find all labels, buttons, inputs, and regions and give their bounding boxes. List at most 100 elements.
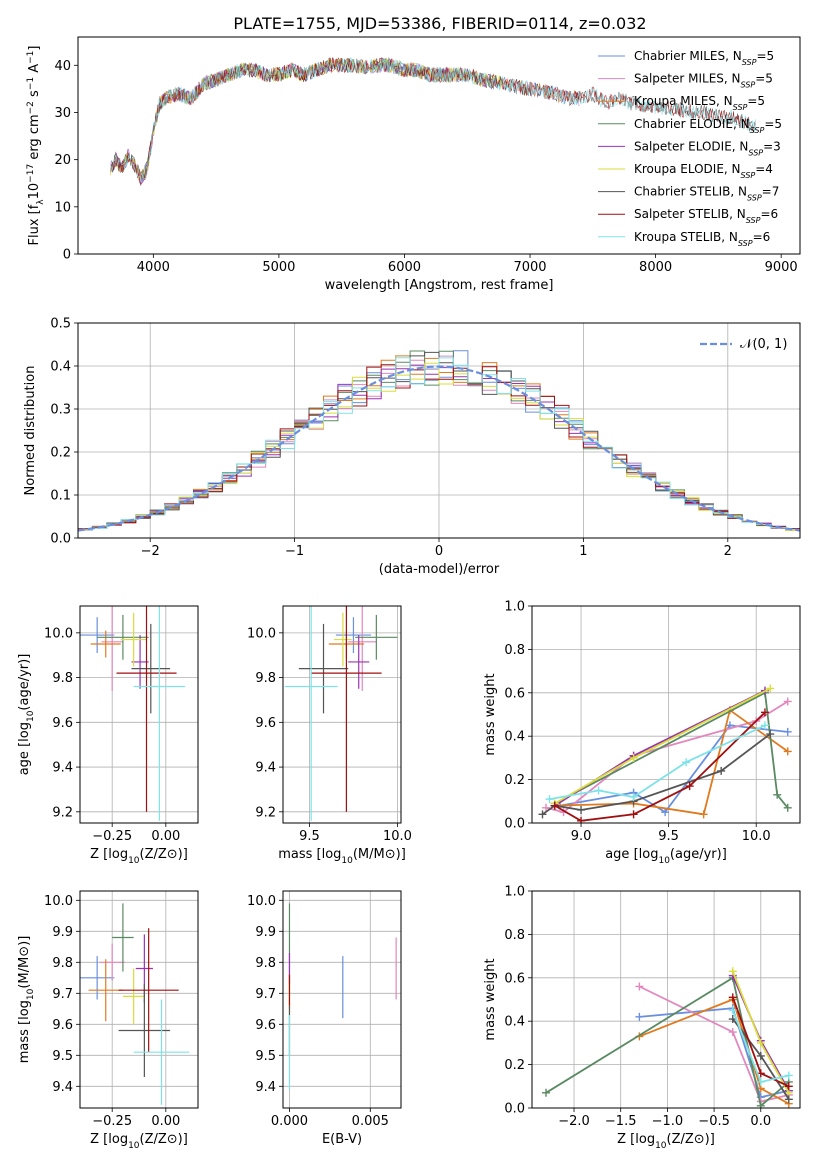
x-tick-label: 0.00 — [151, 829, 180, 844]
axes-mass-vs-Z: −0.25 0.00 9.4 9.5 9.6 9.7 9.8 9.9 10.0 Z [log10(… — [17, 890, 199, 1151]
y-axis-label: mass [log10(M/M⊙)] — [17, 936, 36, 1064]
weight-marker — [756, 1077, 765, 1086]
y-tick-label: 9.9 — [255, 925, 276, 940]
x-tick-label: 0.00 — [151, 1114, 180, 1129]
spectrum-line — [110, 57, 756, 184]
y-tick-label: 0.8 — [504, 928, 525, 943]
x-axis-label: Z [log10(Z/Z⊙)] — [617, 1132, 715, 1151]
y-tick-label: 40 — [54, 59, 71, 74]
x-tick-label: 9.5 — [299, 829, 320, 844]
plot-area-spectrum — [110, 56, 756, 187]
plot-area-weight-vs-Z — [542, 967, 793, 1108]
x-tick-label: 0.0 — [750, 1114, 771, 1129]
y-tick-label: 9.8 — [255, 956, 276, 971]
y-tick-label: 10.0 — [247, 626, 276, 641]
legend-label: Salpeter ELODIE, NSSP=3 — [634, 139, 781, 157]
y-axis-label: Flux [fλ10−17 erg cm−2 s−1 A−1] — [26, 46, 46, 246]
x-tick-label: 2 — [724, 544, 732, 559]
legend-label: Kroupa ELODIE, NSSP=4 — [634, 162, 773, 180]
y-tick-label: 10.0 — [44, 894, 73, 909]
y-tick-label: 0.4 — [504, 730, 525, 745]
y-tick-label: 0.2 — [50, 446, 71, 461]
weight-marker — [760, 721, 769, 730]
x-tick-label: −2.0 — [558, 1114, 590, 1129]
weight-marker — [577, 805, 586, 814]
spectrum-legend: Chabrier MILES, NSSP=5 Salpeter MILES, NS… — [598, 49, 782, 247]
y-tick-label: 9.9 — [52, 925, 73, 940]
plot-area-weight-vs-age — [538, 684, 792, 823]
x-tick-label: −1 — [285, 544, 304, 559]
weight-marker — [635, 1012, 644, 1021]
normal-curve — [78, 365, 800, 532]
weight-marker — [629, 753, 638, 762]
weight-marker — [728, 1006, 737, 1015]
x-tick-label: 10.0 — [742, 829, 771, 844]
weight-line — [545, 976, 790, 1108]
weight-marker — [756, 1051, 765, 1060]
y-tick-label: 10.0 — [44, 626, 73, 641]
x-tick-label: 9.5 — [658, 829, 679, 844]
y-tick-label: 9.4 — [255, 1080, 276, 1095]
y-tick-label: 0.0 — [50, 532, 71, 547]
legend-label: Chabrier ELODIE, NSSP=5 — [634, 117, 782, 135]
weight-marker — [756, 1038, 765, 1047]
legend-label: Chabrier MILES, NSSP=5 — [634, 49, 774, 67]
legend-label: 𝒩(0, 1) — [740, 337, 787, 352]
x-tick-label: 9.0 — [571, 829, 592, 844]
legend-label: Chabrier STELIB, NSSP=7 — [634, 185, 779, 203]
y-tick-label: 9.6 — [255, 716, 276, 731]
weight-line — [639, 985, 790, 1103]
x-tick-label: 8000 — [639, 260, 672, 275]
x-tick-label: 1 — [579, 544, 587, 559]
weight-marker — [685, 782, 694, 791]
weight-marker — [682, 758, 691, 767]
histogram-step — [78, 362, 800, 531]
weight-marker — [538, 810, 547, 819]
weight-marker — [577, 816, 586, 823]
weight-marker — [783, 727, 792, 736]
spectrum-line — [110, 56, 503, 184]
y-tick-label: 0 — [63, 248, 71, 263]
axes-frame — [77, 36, 801, 255]
axes-frame — [79, 605, 199, 824]
x-tick-label: 5000 — [262, 260, 295, 275]
plots-layer: 4000 5000 6000 7000 8000 9000010203040wavelen… — [17, 36, 801, 1151]
y-tick-label: 10 — [54, 200, 71, 215]
weight-marker — [661, 808, 670, 817]
weight-line — [554, 708, 789, 816]
weight-marker — [784, 1082, 793, 1091]
weight-marker — [728, 1028, 737, 1037]
weight-marker — [629, 792, 638, 801]
x-tick-label: −0.25 — [92, 829, 132, 844]
weight-marker — [635, 982, 644, 991]
axes-frame — [282, 605, 402, 824]
figure-title: PLATE=1755, MJD=53386, FIBERID=0114, z=0… — [233, 14, 646, 33]
y-tick-label: 9.8 — [52, 671, 73, 686]
weight-marker — [699, 810, 708, 819]
axes-frame — [79, 890, 199, 1109]
y-tick-label: 0.6 — [504, 971, 525, 986]
y-axis-label: mass weight — [483, 673, 498, 755]
weight-marker — [629, 810, 638, 819]
legend-label: Kroupa STELIB, NSSP=6 — [634, 230, 770, 248]
axes-weight-vs-Z: −2.0 −1.5 −1.0 −0.5 0.0 0.0 0.2 0.4 0.6 0.8 1.0 Z [… — [483, 885, 801, 1151]
axes-frame — [77, 322, 801, 539]
plot-area-residuals — [78, 350, 800, 532]
plot-area-mass-vs-EBV — [288, 903, 397, 1090]
y-tick-label: 0.4 — [504, 1015, 525, 1030]
x-axis-label: wavelength [Angstrom, rest frame] — [325, 278, 554, 293]
x-tick-label: −1.5 — [605, 1114, 637, 1129]
y-tick-label: 0.1 — [50, 489, 71, 504]
y-tick-label: 0.5 — [50, 317, 71, 332]
x-tick-label: −0.5 — [698, 1114, 730, 1129]
y-tick-label: 0.3 — [50, 403, 71, 418]
y-tick-label: 1.0 — [504, 885, 525, 900]
x-tick-label: 0.000 — [271, 1114, 308, 1129]
y-tick-label: 10.0 — [247, 894, 276, 909]
y-tick-label: 9.7 — [255, 987, 276, 1002]
weight-line — [541, 733, 771, 816]
y-tick-label: 0.6 — [504, 686, 525, 701]
y-tick-label: 9.8 — [52, 956, 73, 971]
plot-area-age-vs-mass — [284, 606, 398, 821]
